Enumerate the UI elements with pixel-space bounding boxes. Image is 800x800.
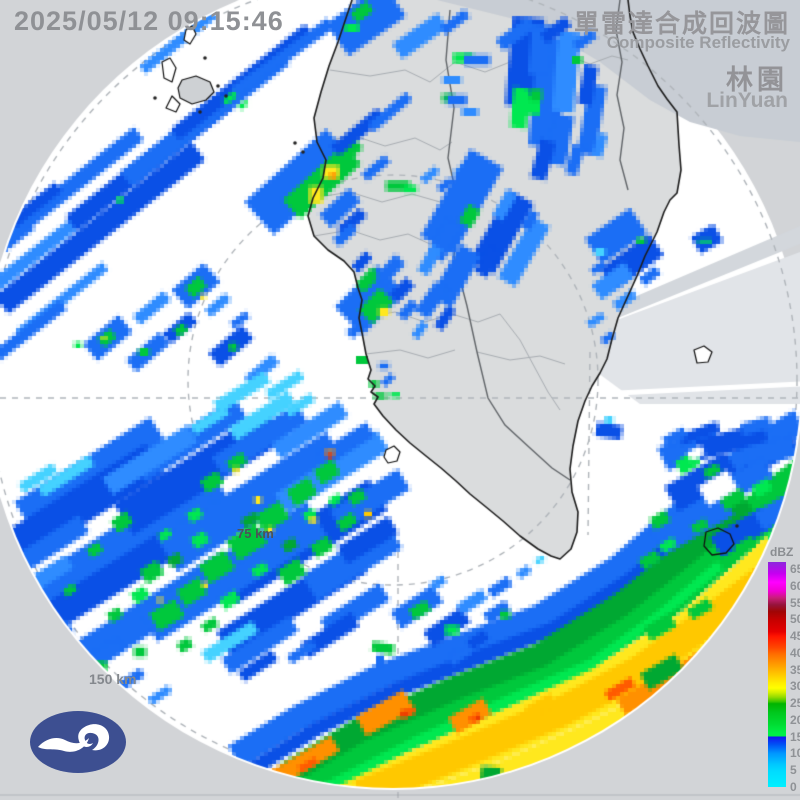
range-ring-label-150km: 150 km xyxy=(89,671,137,687)
station-name-en: LinYuan xyxy=(706,89,788,112)
timestamp: 2025/05/12 09:15:46 xyxy=(14,6,284,36)
central-weather-bureau-logo xyxy=(28,709,128,780)
logo-curl-icon xyxy=(78,724,110,751)
station-name-zh: 林園 xyxy=(726,65,788,95)
logo-wave-icon xyxy=(38,738,89,752)
range-ring-label-75km: 75 km xyxy=(237,526,274,541)
page-title-en: Composite Reflectivity xyxy=(606,33,790,52)
page-title-zh: 單雷達合成回波圖 xyxy=(573,10,790,38)
